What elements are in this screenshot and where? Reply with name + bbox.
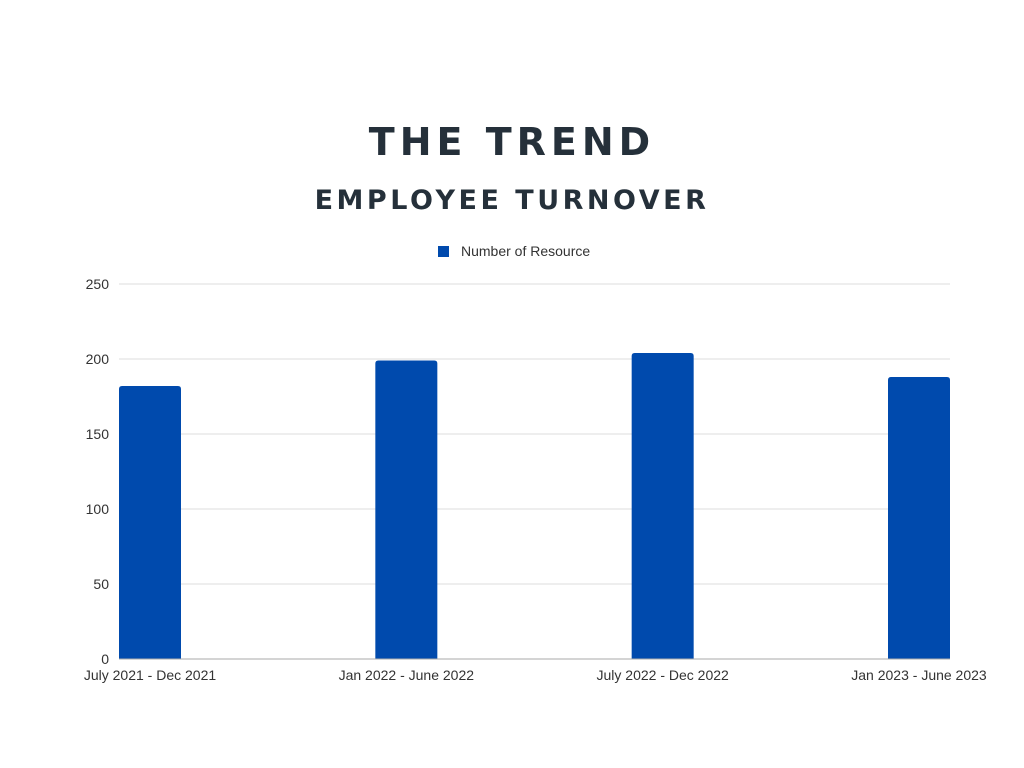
y-axis-ticks: 0 50 100 150 200 250 (86, 276, 110, 667)
bar (119, 386, 181, 659)
y-tick-label: 250 (86, 276, 110, 292)
x-tick-label: July 2022 - Dec 2022 (597, 667, 730, 683)
y-tick-label: 50 (93, 576, 109, 592)
legend-label: Number of Resource (461, 243, 590, 259)
y-tick-label: 200 (86, 351, 110, 367)
y-tick-label: 0 (101, 651, 109, 667)
y-tick-label: 100 (86, 501, 110, 517)
x-tick-label: Jan 2022 - June 2022 (339, 667, 475, 683)
bar (631, 353, 694, 659)
bars (119, 353, 950, 659)
chart-subtitle: EMPLOYEE TURNOVER (314, 185, 710, 216)
bar (375, 360, 438, 659)
y-tick-label: 150 (86, 426, 110, 442)
x-tick-label: July 2021 - Dec 2021 (84, 667, 217, 683)
legend-swatch (438, 246, 449, 257)
x-tick-label: Jan 2023 - June 2023 (851, 667, 987, 683)
legend: Number of Resource (438, 243, 590, 259)
bar (888, 377, 950, 659)
gridlines (119, 283, 950, 585)
chart-title: THE TREND (368, 120, 656, 164)
x-axis-ticks: July 2021 - Dec 2021 Jan 2022 - June 2022… (84, 667, 987, 683)
